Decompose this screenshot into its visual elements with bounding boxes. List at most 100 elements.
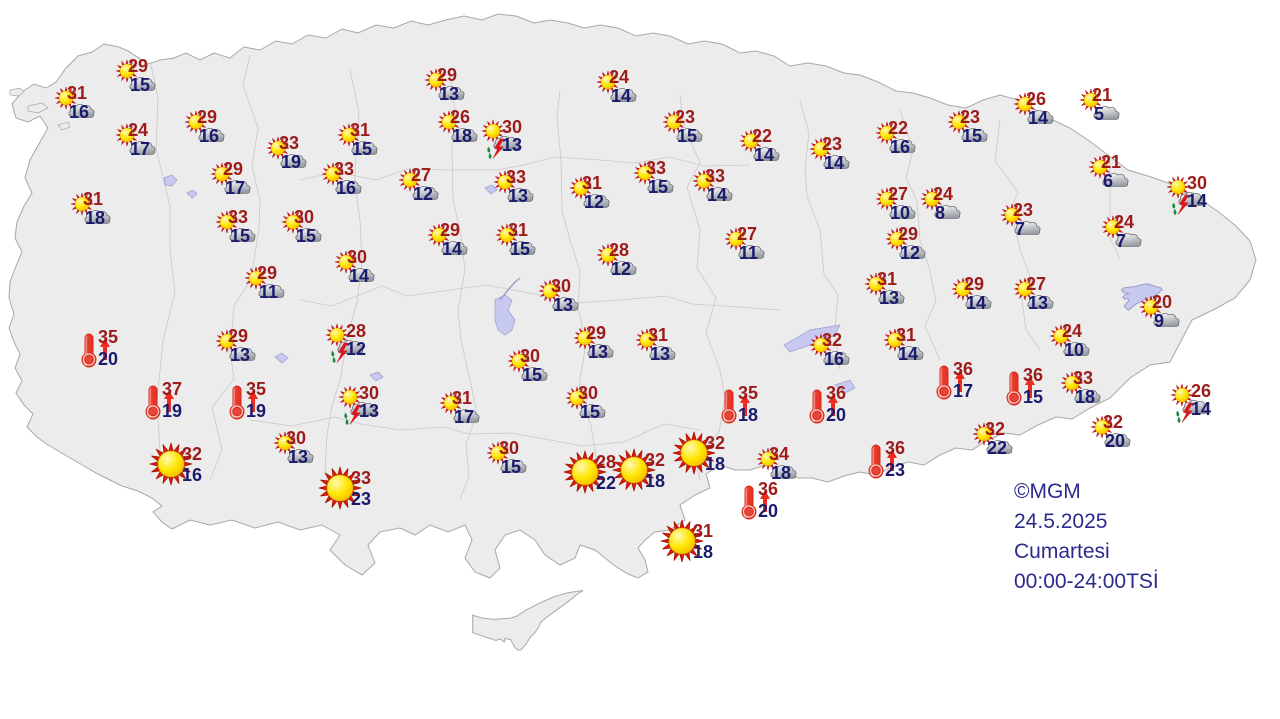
svg-text:31: 31	[350, 120, 370, 140]
svg-text:33: 33	[351, 468, 371, 488]
svg-text:6: 6	[1103, 171, 1113, 191]
svg-text:14: 14	[824, 153, 844, 173]
svg-text:31: 31	[582, 173, 602, 193]
svg-text:30: 30	[520, 346, 540, 366]
svg-text:30: 30	[551, 276, 571, 296]
svg-text:29: 29	[437, 65, 457, 85]
svg-text:28: 28	[596, 452, 616, 472]
svg-text:18: 18	[85, 208, 105, 228]
svg-text:15: 15	[1023, 387, 1043, 407]
svg-text:36: 36	[885, 438, 905, 458]
svg-text:15: 15	[510, 239, 530, 259]
svg-text:37: 37	[162, 379, 182, 399]
svg-text:31: 31	[83, 189, 103, 209]
svg-text:29: 29	[228, 326, 248, 346]
svg-text:31: 31	[67, 83, 87, 103]
svg-text:13: 13	[650, 344, 670, 364]
svg-text:32: 32	[645, 450, 665, 470]
svg-text:33: 33	[334, 159, 354, 179]
svg-text:12: 12	[413, 184, 433, 204]
svg-text:31: 31	[693, 521, 713, 541]
svg-text:13: 13	[502, 135, 522, 155]
svg-text:29: 29	[440, 220, 460, 240]
svg-text:24.5.2025: 24.5.2025	[1014, 510, 1107, 533]
svg-text:31: 31	[648, 325, 668, 345]
svg-text:14: 14	[707, 185, 727, 205]
svg-text:8: 8	[935, 203, 945, 223]
svg-text:23: 23	[822, 134, 842, 154]
svg-text:11: 11	[739, 243, 758, 263]
svg-text:32: 32	[182, 444, 202, 464]
svg-text:27: 27	[737, 224, 757, 244]
svg-text:20: 20	[98, 349, 118, 369]
svg-text:31: 31	[896, 325, 916, 345]
svg-text:23: 23	[1013, 200, 1033, 220]
svg-text:13: 13	[230, 345, 250, 365]
svg-text:23: 23	[960, 107, 980, 127]
svg-text:14: 14	[754, 145, 774, 165]
svg-text:15: 15	[230, 226, 250, 246]
svg-text:21: 21	[1101, 152, 1121, 172]
svg-text:22: 22	[596, 473, 616, 493]
svg-text:16: 16	[69, 102, 89, 122]
svg-text:33: 33	[228, 207, 248, 227]
svg-text:32: 32	[822, 330, 842, 350]
svg-text:31: 31	[452, 388, 472, 408]
svg-text:16: 16	[182, 465, 202, 485]
svg-text:29: 29	[964, 274, 984, 294]
svg-text:16: 16	[824, 349, 844, 369]
svg-text:22: 22	[752, 126, 772, 146]
svg-text:18: 18	[645, 471, 665, 491]
svg-text:28: 28	[609, 240, 629, 260]
svg-text:15: 15	[352, 139, 372, 159]
svg-text:13: 13	[879, 288, 899, 308]
svg-text:14: 14	[349, 266, 369, 286]
svg-text:26: 26	[1191, 381, 1211, 401]
svg-text:24: 24	[933, 184, 953, 204]
svg-text:32: 32	[1103, 412, 1123, 432]
svg-text:30: 30	[294, 207, 314, 227]
svg-text:9: 9	[1154, 311, 1164, 331]
svg-text:13: 13	[1028, 293, 1048, 313]
svg-text:13: 13	[288, 447, 308, 467]
svg-text:27: 27	[888, 184, 908, 204]
svg-text:22: 22	[888, 118, 908, 138]
svg-text:35: 35	[98, 327, 118, 347]
svg-text:31: 31	[877, 269, 897, 289]
svg-text:17: 17	[225, 178, 245, 198]
svg-text:15: 15	[522, 365, 542, 385]
svg-text:17: 17	[454, 407, 474, 427]
svg-text:36: 36	[1023, 365, 1043, 385]
svg-text:29: 29	[223, 159, 243, 179]
svg-text:29: 29	[197, 107, 217, 127]
svg-text:33: 33	[646, 158, 666, 178]
svg-text:12: 12	[900, 243, 920, 263]
svg-text:21: 21	[1092, 85, 1112, 105]
svg-text:16: 16	[199, 126, 219, 146]
svg-text:30: 30	[502, 117, 522, 137]
svg-text:20: 20	[1105, 431, 1125, 451]
svg-text:19: 19	[162, 401, 182, 421]
svg-text:10: 10	[1064, 340, 1084, 360]
svg-text:32: 32	[705, 433, 725, 453]
svg-text:30: 30	[347, 247, 367, 267]
svg-text:33: 33	[279, 133, 299, 153]
svg-text:15: 15	[962, 126, 982, 146]
svg-text:26: 26	[450, 107, 470, 127]
svg-text:19: 19	[246, 401, 266, 421]
svg-text:13: 13	[439, 84, 459, 104]
svg-text:©MGM: ©MGM	[1014, 480, 1081, 503]
svg-text:20: 20	[1152, 292, 1172, 312]
svg-text:00:00-24:00TSİ: 00:00-24:00TSİ	[1014, 570, 1159, 593]
svg-text:5: 5	[1094, 104, 1104, 124]
svg-text:16: 16	[336, 178, 356, 198]
svg-text:14: 14	[898, 344, 918, 364]
svg-text:29: 29	[898, 224, 918, 244]
svg-text:30: 30	[359, 383, 379, 403]
svg-text:14: 14	[966, 293, 986, 313]
svg-text:15: 15	[677, 126, 697, 146]
svg-text:18: 18	[738, 405, 758, 425]
svg-text:28: 28	[346, 321, 366, 341]
svg-text:14: 14	[1028, 108, 1048, 128]
svg-text:17: 17	[953, 381, 973, 401]
